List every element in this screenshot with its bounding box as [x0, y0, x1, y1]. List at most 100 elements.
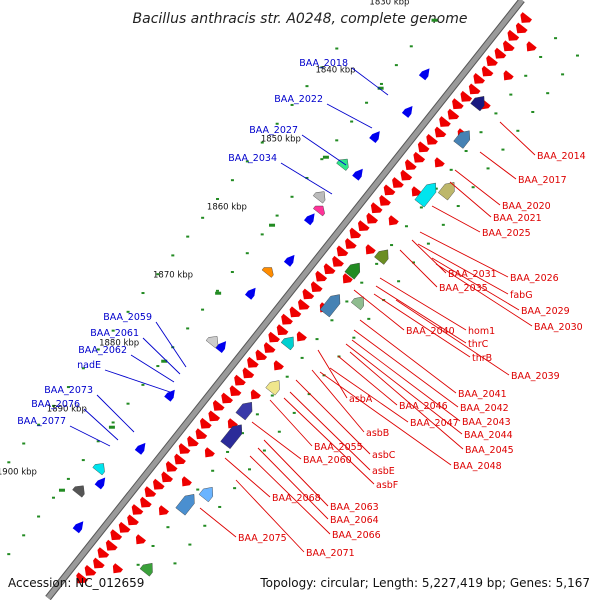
ring-dot: [37, 515, 41, 518]
gene-leader-line: [431, 205, 481, 233]
gene-leader-line: [349, 351, 464, 450]
ring-dot: [211, 469, 215, 472]
gene-leader-line: [311, 369, 365, 433]
ring-dot: [486, 167, 490, 170]
gene-label: BAA_2060: [303, 455, 352, 466]
ring-dot: [126, 402, 130, 405]
reverse-gene-arrow: [452, 98, 464, 110]
ring-dot: [255, 413, 259, 416]
gene-block: [261, 267, 274, 278]
gene-label: BAA_2066: [332, 530, 381, 541]
reverse-gene-arrow: [426, 134, 438, 145]
ring-dot: [156, 273, 160, 276]
gene-label: BAA_2020: [502, 201, 551, 212]
topology-text: Topology: circular; Length: 5,227,419 bp…: [260, 576, 590, 590]
ring-dot: [188, 543, 192, 546]
ring-dot: [151, 544, 155, 547]
reverse-gene-arrow: [302, 288, 315, 300]
reverse-gene-arrow: [486, 55, 498, 66]
reverse-gene-arrow: [473, 73, 485, 84]
reverse-gene-arrow: [118, 521, 131, 533]
ring-dot: [66, 386, 70, 389]
tick-mark: [322, 155, 329, 159]
ring-dot: [524, 74, 528, 77]
tick-label: 1840 kbp: [316, 65, 356, 75]
gene-label: BAA_2029: [521, 306, 570, 317]
reverse-gene-arrow: [93, 557, 105, 569]
reverse-gene-arrow: [358, 220, 370, 231]
forward-gene-arrow: [352, 168, 363, 181]
gene-block: [350, 296, 364, 311]
gene-label: BAA_2042: [460, 403, 509, 414]
ring-dot: [315, 338, 319, 341]
tick-label: 1890 kbp: [47, 404, 87, 414]
reverse-gene-arrow: [439, 116, 451, 127]
reverse-gene-arrow: [212, 400, 225, 411]
gene-block: [437, 182, 455, 201]
reverse-gene-arrow: [234, 374, 246, 386]
gene-label: BAA_2021: [493, 213, 542, 224]
gene-leader-line: [142, 337, 181, 375]
gene-leader-line: [359, 319, 457, 394]
ring-dot: [290, 195, 294, 198]
gene-leader-line: [83, 408, 119, 441]
ring-dot: [330, 319, 334, 322]
gene-label: BAA_2030: [534, 322, 583, 333]
ring-dot: [275, 214, 279, 217]
ring-dot: [275, 122, 279, 125]
reverse-gene-arrow: [526, 41, 537, 52]
ring-dot: [37, 423, 41, 426]
ring-dot: [426, 242, 430, 245]
ring-dot: [471, 186, 475, 189]
ring-dot: [277, 430, 281, 433]
reverse-gene-arrow: [135, 534, 146, 545]
forward-gene-arrow: [164, 389, 175, 402]
reverse-gene-arrow: [144, 486, 157, 497]
reverse-gene-arrow: [315, 270, 328, 282]
gene-leader-line: [499, 121, 536, 156]
ring-dot: [561, 73, 565, 76]
gene-leader-line: [454, 169, 501, 206]
gene-leader-line: [283, 397, 375, 485]
reverse-gene-arrow: [273, 360, 284, 371]
ring-dot: [51, 496, 55, 499]
tick-layer: 1830 kbp 1840 kbp 1850 kbp 1860 kbp 1870 kbp…: [0, 0, 438, 492]
ring-dot: [575, 54, 579, 57]
gene-label: BAA_2075: [238, 533, 287, 544]
forward-gene-arrow: [72, 521, 84, 534]
ring-dot: [186, 327, 190, 330]
gene-label: BAA_2043: [462, 417, 511, 428]
tick-mark: [108, 425, 115, 429]
ring-dot: [434, 187, 438, 190]
reverse-gene-arrow: [165, 461, 178, 472]
ring-dot: [397, 280, 401, 283]
gene-leader-line: [249, 455, 331, 535]
reverse-gene-arrow: [379, 195, 391, 206]
gene-label: BAA_2062: [78, 345, 127, 356]
ring-dot: [345, 300, 349, 303]
map-title: Bacillus anthracis str. A0248, complete …: [133, 11, 468, 27]
ring-dot: [81, 367, 85, 370]
ring-dot: [449, 168, 453, 171]
forward-gene-arrow: [134, 442, 146, 455]
reverse-gene-arrow: [366, 212, 378, 224]
reverse-gene-arrow: [413, 151, 426, 163]
ring-dot: [171, 254, 175, 257]
gene-leader-line: [417, 243, 509, 295]
gene-label: BAA_2047: [410, 418, 459, 429]
ring-dot: [141, 383, 145, 386]
gene-leader-line: [257, 447, 329, 520]
ring-dot: [285, 375, 289, 378]
ring-dot: [245, 252, 249, 255]
ring-dot: [394, 64, 398, 67]
gene-label: BAA_2034: [228, 153, 277, 164]
forward-gene-arrow: [418, 68, 430, 81]
ring-dot: [367, 317, 371, 320]
gene-block: [72, 485, 85, 498]
gene-label: BAA_2073: [44, 385, 93, 396]
label-layer: BAA_2018 BAA_2022 BAA_2027 BAA_2034 BAA_2059…: [17, 58, 585, 559]
reverse-gene-arrow: [296, 331, 307, 342]
reverse-gene-arrow: [405, 159, 417, 170]
reverse-gene-arrow: [515, 22, 528, 34]
